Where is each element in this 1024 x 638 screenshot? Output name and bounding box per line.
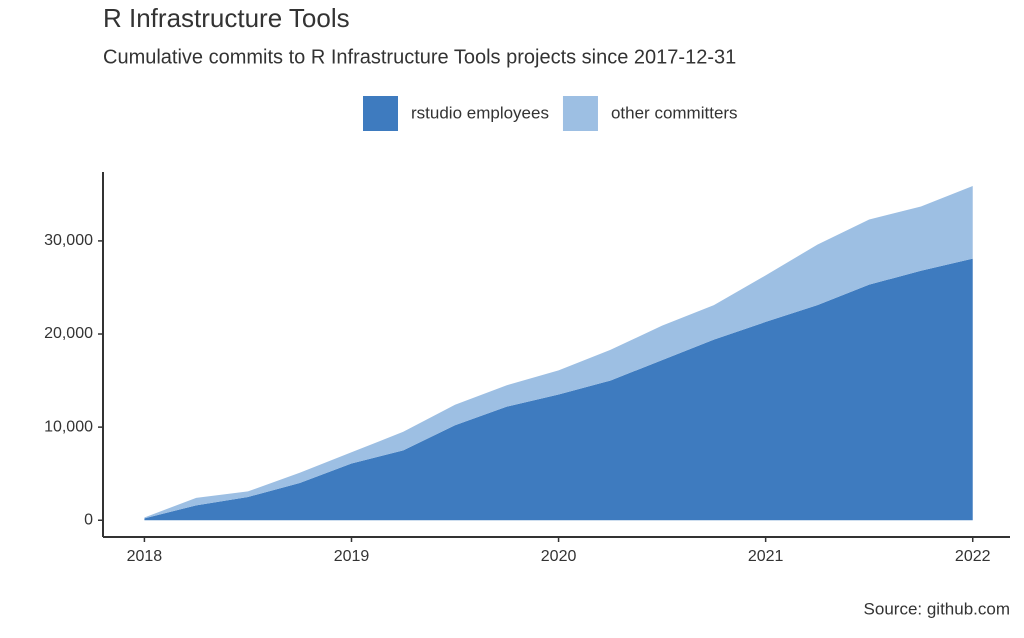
y-tick-label: 20,000 [44,325,93,342]
y-tick-label: 0 [84,511,93,528]
x-tick-label: 2019 [334,548,370,565]
legend-label: other committers [611,103,738,122]
legend-label: rstudio employees [411,103,549,122]
x-tick-label: 2018 [127,548,163,565]
source-note: Source: github.com [864,599,1010,618]
x-tick-label: 2020 [541,548,577,565]
chart-subtitle: Cumulative commits to R Infrastructure T… [103,46,736,68]
chart-title: R Infrastructure Tools [103,3,350,33]
x-tick-label: 2022 [955,548,991,565]
area [144,258,973,521]
legend-swatch [562,96,598,131]
y-tick-label: 10,000 [44,418,93,435]
y-tick-label: 30,000 [44,232,93,249]
area [144,185,973,519]
x-tick-label: 2021 [748,548,784,565]
legend-swatch [363,96,398,131]
